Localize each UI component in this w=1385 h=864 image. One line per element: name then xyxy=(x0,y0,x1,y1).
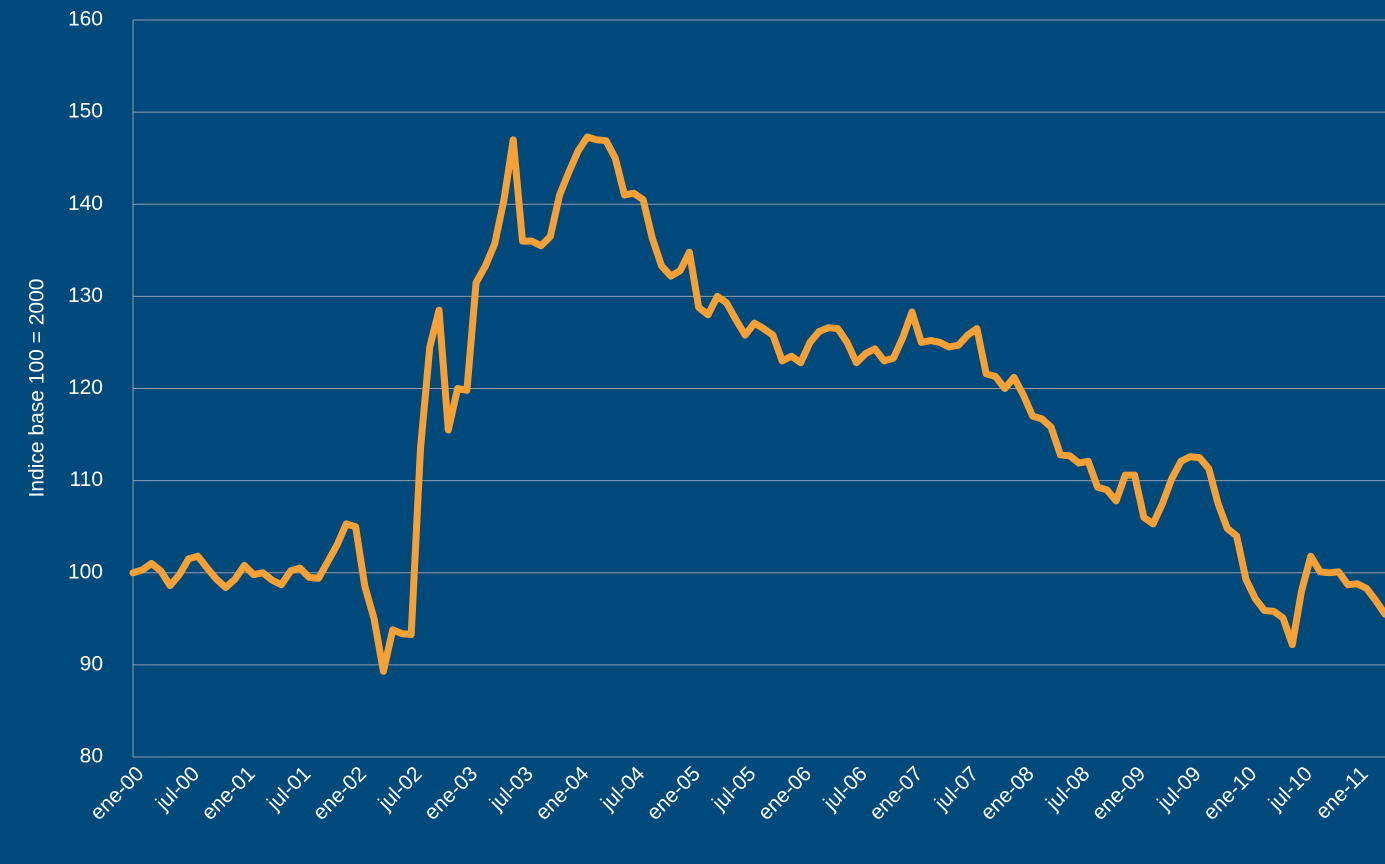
y-tick-label: 130 xyxy=(68,284,103,307)
y-tick-label: 90 xyxy=(80,652,103,675)
y-tick-label: 80 xyxy=(80,745,103,768)
y-tick-label: 150 xyxy=(68,100,103,123)
data-line xyxy=(129,133,1385,675)
y-tick-label: 120 xyxy=(68,376,103,399)
y-tick-label: 160 xyxy=(68,8,103,31)
y-tick-label: 140 xyxy=(68,192,103,215)
y-axis-label: Indice base 100 = 2000 xyxy=(26,279,49,498)
y-tick-label: 100 xyxy=(68,560,103,583)
y-tick-label: 110 xyxy=(70,468,103,491)
